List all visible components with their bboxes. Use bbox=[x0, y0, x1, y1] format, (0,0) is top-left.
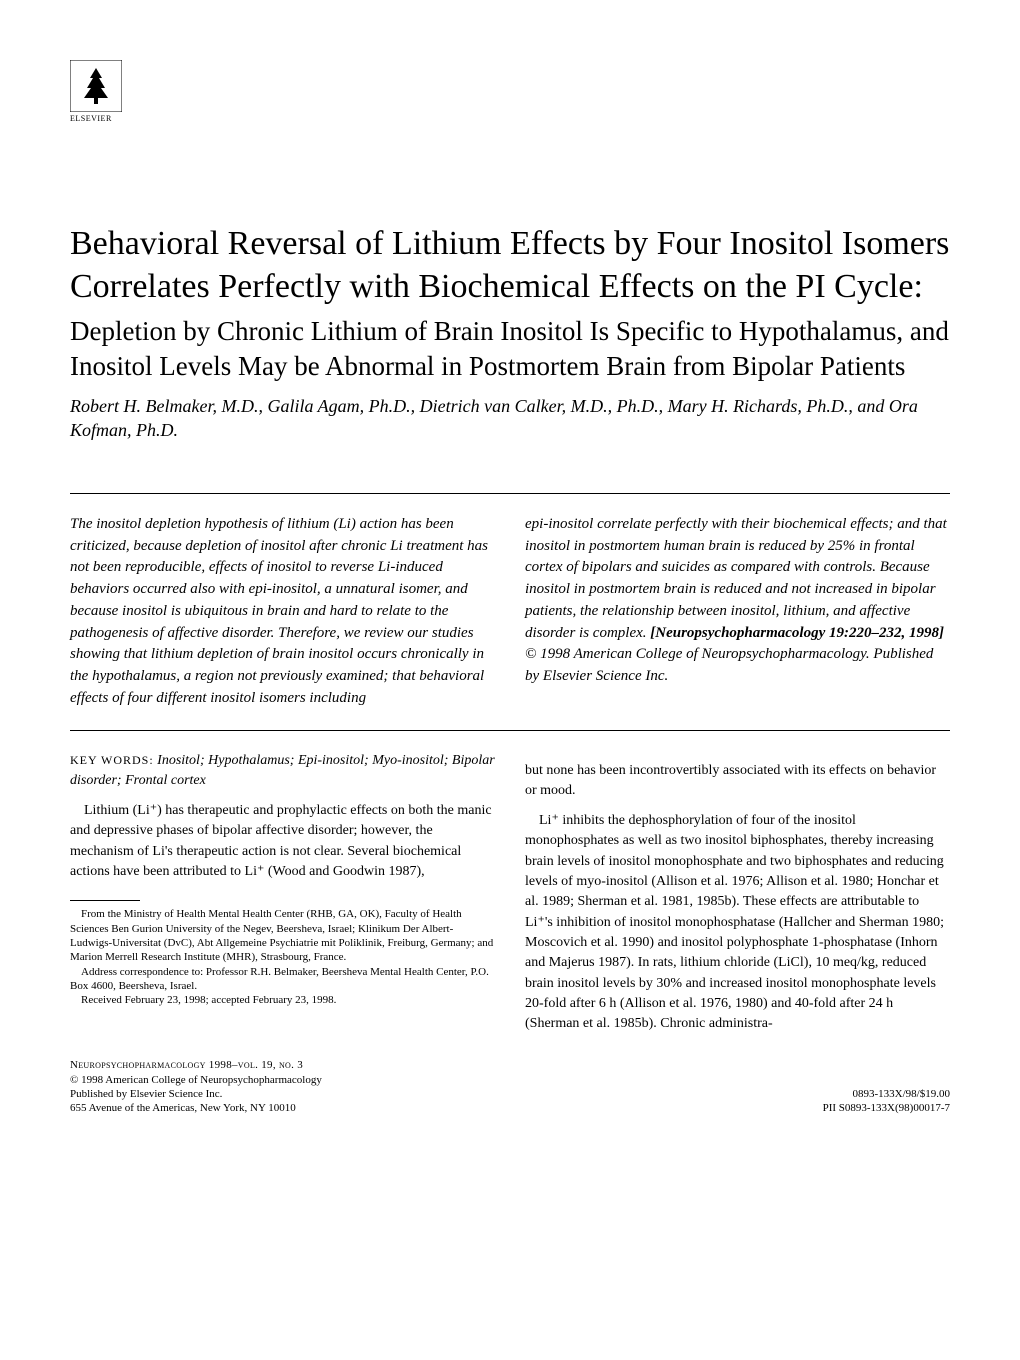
footer-issn: 0893-133X/98/$19.00 bbox=[823, 1087, 950, 1101]
elsevier-tree-icon bbox=[70, 60, 122, 112]
publisher-logo: ELSEVIER bbox=[70, 60, 950, 123]
body-left-paragraph: Lithium (Li⁺) has therapeutic and prophy… bbox=[70, 801, 495, 882]
footnote-affiliation: From the Ministry of Health Mental Healt… bbox=[70, 907, 495, 964]
footer-right: 0893-133X/98/$19.00 PII S0893-133X(98)00… bbox=[823, 1087, 950, 1116]
main-left-column: KEY WORDS: Inositol; Hypothalamus; Epi-i… bbox=[70, 751, 495, 1035]
footnote-received: Received February 23, 1998; accepted Feb… bbox=[70, 993, 495, 1007]
divider-top bbox=[70, 493, 950, 494]
page-footer: Neuropsychopharmacology 1998–vol. 19, no… bbox=[70, 1058, 950, 1115]
abstract-right-column: epi-inositol correlate perfectly with th… bbox=[525, 514, 950, 710]
footer-pii: PII S0893-133X(98)00017-7 bbox=[823, 1101, 950, 1115]
footer-address: 655 Avenue of the Americas, New York, NY… bbox=[70, 1101, 322, 1115]
body-right-paragraph-2: Li⁺ inhibits the dephosphorylation of fo… bbox=[525, 811, 950, 1034]
abstract-left-column: The inositol depletion hypothesis of lit… bbox=[70, 514, 495, 710]
footer-left: Neuropsychopharmacology 1998–vol. 19, no… bbox=[70, 1058, 322, 1115]
keywords: KEY WORDS: Inositol; Hypothalamus; Epi-i… bbox=[70, 751, 495, 792]
article-subtitle: Depletion by Chronic Lithium of Brain In… bbox=[70, 314, 950, 384]
footnote-correspondence: Address correspondence to: Professor R.H… bbox=[70, 965, 495, 994]
article-title: Behavioral Reversal of Lithium Effects b… bbox=[70, 223, 950, 308]
abstract-right-text: epi-inositol correlate perfectly with th… bbox=[525, 516, 947, 641]
footer-journal: Neuropsychopharmacology 1998–vol. 19, no… bbox=[70, 1058, 322, 1072]
body-right-paragraph-1: but none has been incontrovertibly assoc… bbox=[525, 761, 950, 802]
abstract-citation: [Neuropsychopharmacology 19:220–232, 199… bbox=[650, 625, 944, 641]
article-authors: Robert H. Belmaker, M.D., Galila Agam, P… bbox=[70, 394, 950, 443]
footnote-divider bbox=[70, 900, 140, 901]
abstract-copyright: © 1998 American College of Neuropsychoph… bbox=[525, 646, 933, 684]
abstract-left-text: The inositol depletion hypothesis of lit… bbox=[70, 516, 488, 706]
main-columns: KEY WORDS: Inositol; Hypothalamus; Epi-i… bbox=[70, 751, 950, 1035]
keywords-label: KEY WORDS: bbox=[70, 753, 154, 767]
divider-bottom bbox=[70, 730, 950, 731]
abstract: The inositol depletion hypothesis of lit… bbox=[70, 514, 950, 710]
footer-published: Published by Elsevier Science Inc. bbox=[70, 1087, 322, 1101]
main-right-column: but none has been incontrovertibly assoc… bbox=[525, 751, 950, 1035]
publisher-logo-label: ELSEVIER bbox=[70, 114, 950, 123]
footer-copyright: © 1998 American College of Neuropsychoph… bbox=[70, 1073, 322, 1087]
